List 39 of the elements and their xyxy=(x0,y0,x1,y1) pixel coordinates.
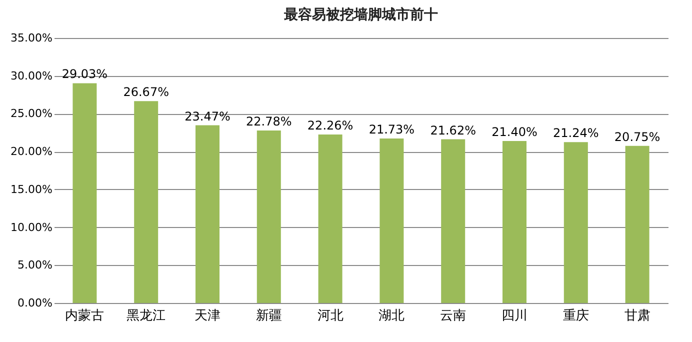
data-label: 21.24% xyxy=(553,126,599,140)
data-label: 26.67% xyxy=(123,85,169,100)
x-tick-label: 四川 xyxy=(502,308,528,324)
y-tick-label: 10.00% xyxy=(10,220,52,234)
x-tick-label: 河北 xyxy=(317,308,344,324)
chart-title: 最容易被挖墙脚城市前十 xyxy=(283,6,438,23)
data-label: 29.03% xyxy=(62,67,108,82)
data-label: 22.78% xyxy=(246,114,292,129)
bar xyxy=(256,130,281,303)
bar xyxy=(441,139,466,303)
bar xyxy=(625,146,650,303)
bar xyxy=(318,134,342,303)
y-tick-label: 15.00% xyxy=(10,182,52,196)
x-tick-label: 重庆 xyxy=(562,308,589,324)
x-tick-label: 云南 xyxy=(440,308,466,324)
data-label: 20.75% xyxy=(614,130,660,144)
y-tick-label: 20.00% xyxy=(10,145,52,158)
y-tick-label: 35.00% xyxy=(10,32,52,44)
x-tick-label: 新疆 xyxy=(256,308,282,324)
data-label: 22.26% xyxy=(307,118,354,132)
y-tick-label: 5.00% xyxy=(18,258,52,272)
x-tick-label: 天津 xyxy=(194,308,220,324)
x-tick-label: 内蒙古 xyxy=(65,308,104,324)
y-tick-label: 0.00% xyxy=(18,296,52,310)
y-tick-label: 30.00% xyxy=(10,69,52,82)
bar xyxy=(72,83,97,303)
x-tick-label: 湖北 xyxy=(378,308,405,324)
x-tick-label: 黑龙江 xyxy=(126,308,166,324)
bar xyxy=(380,138,404,303)
bar xyxy=(564,142,588,303)
bar xyxy=(502,140,526,303)
data-label: 21.40% xyxy=(492,124,538,139)
bar xyxy=(196,125,220,303)
x-tick-label: 甘肃 xyxy=(624,308,650,324)
data-label: 21.62% xyxy=(430,123,476,138)
data-label: 23.47% xyxy=(184,109,230,124)
y-tick-label: 25.00% xyxy=(10,107,52,120)
bar xyxy=(134,101,158,303)
data-label: 21.73% xyxy=(368,122,415,136)
